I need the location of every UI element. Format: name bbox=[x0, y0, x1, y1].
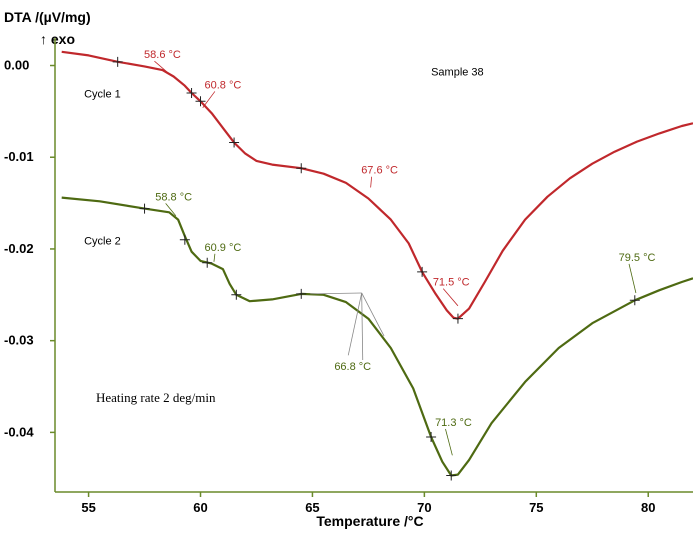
annotation-label: 67.6 °C bbox=[361, 165, 398, 177]
data-point-marker bbox=[629, 295, 640, 306]
data-point-marker bbox=[202, 257, 213, 268]
x-tick-label: 55 bbox=[81, 500, 95, 515]
annotation-label: 79.5 °C bbox=[619, 252, 656, 264]
series-label: Sample 38 bbox=[431, 67, 484, 79]
x-tick-label: 65 bbox=[305, 500, 319, 515]
y-axis-title: DTA /(µV/mg) bbox=[4, 9, 91, 25]
x-axis-title: Temperature /°C bbox=[316, 513, 423, 529]
annotation-leader-line bbox=[154, 60, 170, 75]
data-point-marker bbox=[452, 313, 463, 324]
annotation-leader-line bbox=[213, 253, 216, 262]
annotation-label: 60.8 °C bbox=[204, 79, 241, 91]
series-line-cycle-1 bbox=[61, 50, 693, 320]
data-point-marker bbox=[229, 137, 240, 148]
y-tick-label: -0.01 bbox=[4, 149, 34, 164]
data-point-marker bbox=[231, 289, 242, 300]
data-point-marker bbox=[179, 234, 190, 245]
x-tick-label: 75 bbox=[529, 500, 543, 515]
annotation-label: 60.9 °C bbox=[204, 242, 241, 254]
data-point-marker bbox=[139, 203, 150, 214]
data-point-marker bbox=[296, 163, 307, 174]
annotation-leader-line bbox=[361, 292, 385, 337]
series-line-cycle-2 bbox=[61, 196, 693, 477]
data-point-marker bbox=[426, 431, 437, 442]
annotation-leader-line bbox=[442, 288, 459, 307]
data-point-marker bbox=[296, 288, 307, 299]
annotation-leader-line bbox=[165, 203, 177, 217]
x-tick-label: 70 bbox=[417, 500, 431, 515]
data-point-marker bbox=[112, 56, 123, 67]
heating-rate-note: Heating rate 2 deg/min bbox=[96, 390, 216, 405]
annotation-leader-line bbox=[628, 263, 637, 294]
data-point-marker bbox=[417, 266, 428, 277]
series-label: Cycle 1 bbox=[84, 89, 121, 101]
y-tick-label: -0.03 bbox=[4, 333, 34, 348]
annotation-label: 58.8 °C bbox=[155, 191, 192, 203]
x-tick-label: 60 bbox=[193, 500, 207, 515]
annotation-label: 71.3 °C bbox=[435, 417, 472, 429]
annotation-label: 71.5 °C bbox=[433, 277, 470, 289]
y-tick-label: 0.00 bbox=[4, 58, 29, 73]
annotation-leader-line bbox=[310, 292, 362, 295]
y-tick-label: -0.04 bbox=[4, 424, 34, 439]
annotation-label: 66.8 °C bbox=[334, 361, 371, 373]
exo-direction-label: ↑ exo bbox=[40, 31, 75, 47]
data-point-marker bbox=[446, 470, 457, 481]
y-tick-label: -0.02 bbox=[4, 241, 34, 256]
data-point-marker bbox=[195, 96, 206, 107]
annotation-leader-line bbox=[347, 292, 363, 356]
annotation-leader-line bbox=[370, 176, 372, 188]
annotation-leader-line bbox=[445, 428, 453, 456]
x-tick-label: 80 bbox=[641, 500, 655, 515]
annotation-leader-line bbox=[202, 91, 216, 108]
series-label: Cycle 2 bbox=[84, 235, 121, 247]
annotation-leader-line bbox=[361, 292, 364, 361]
annotation-label: 58.6 °C bbox=[144, 49, 181, 61]
data-point-marker bbox=[186, 88, 197, 99]
